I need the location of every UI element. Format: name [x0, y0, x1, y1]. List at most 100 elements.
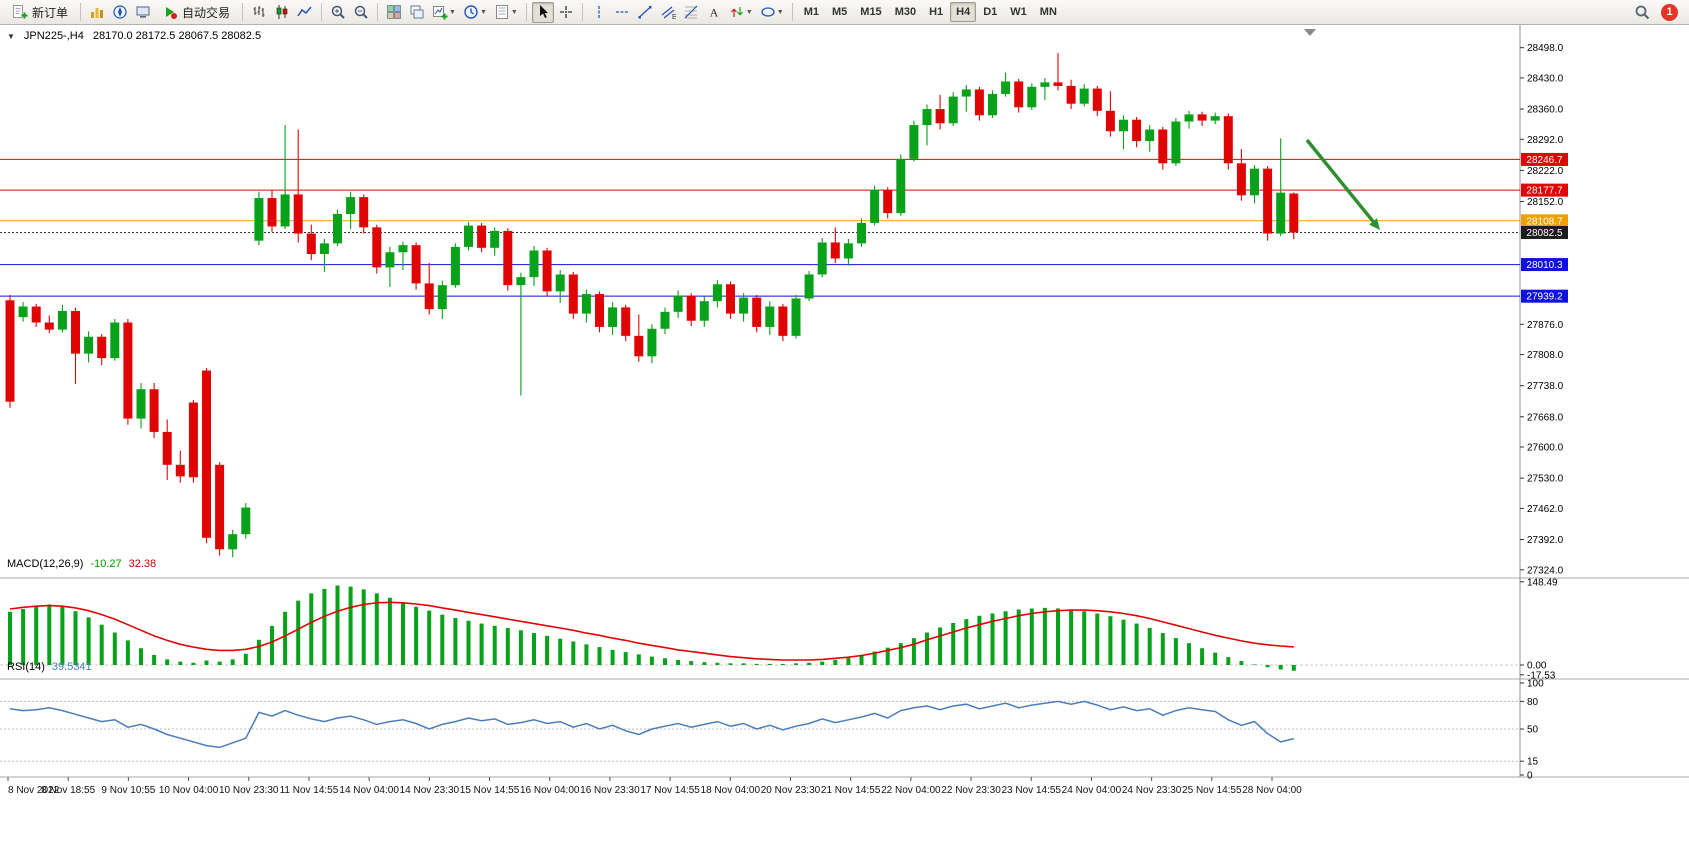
timeframe-button-m15[interactable]: M15: [860, 6, 882, 18]
rsi-label: RSI(14) 39.5341: [7, 661, 92, 673]
svg-text:E: E: [672, 14, 676, 20]
svg-text:27668.0: 27668.0: [1527, 412, 1564, 423]
macd-name: MACD(12,26,9): [7, 558, 84, 570]
svg-text:28152.0: 28152.0: [1527, 197, 1564, 208]
cascade-windows-icon: [410, 5, 424, 19]
cascade-windows-button[interactable]: [406, 2, 428, 23]
symbol-period-label: JPN225-,H4: [23, 30, 84, 42]
new-order-icon: [13, 5, 28, 19]
svg-text:16 Nov 04:00: 16 Nov 04:00: [520, 785, 580, 796]
equidistant-channel-button[interactable]: E: [657, 2, 679, 23]
svg-text:27324.0: 27324.0: [1527, 565, 1564, 576]
equidistant-channel-icon: E: [661, 6, 676, 20]
new-order-button[interactable]: 新订单: [5, 2, 75, 23]
arrows-button[interactable]: ▼: [726, 2, 756, 23]
timeframe-group: M1 M5 M15 M30 H1 H4 D1 W1 MN: [798, 2, 1063, 22]
timeframe-button-mn[interactable]: MN: [1039, 6, 1057, 18]
collapse-triangle-icon[interactable]: ▼: [7, 31, 15, 41]
fibonacci-button[interactable]: [680, 2, 702, 23]
svg-text:25 Nov 14:55: 25 Nov 14:55: [1182, 785, 1242, 796]
market-watch-button[interactable]: [86, 2, 108, 23]
svg-text:28 Nov 04:00: 28 Nov 04:00: [1242, 785, 1302, 796]
svg-text:23 Nov 14:55: 23 Nov 14:55: [1001, 785, 1061, 796]
svg-text:15: 15: [1527, 757, 1539, 768]
chevron-down-icon: ▼: [479, 8, 487, 16]
market-watch-icon: [91, 8, 104, 18]
zoom-out-button[interactable]: [350, 2, 372, 23]
vertical-line-button[interactable]: [588, 2, 610, 23]
zoom-in-icon: [331, 5, 345, 19]
cursor-button[interactable]: [531, 1, 554, 23]
notification-badge[interactable]: 1: [1661, 3, 1678, 21]
line-chart-button[interactable]: [294, 2, 316, 23]
timeframe-button-m5[interactable]: M5: [832, 6, 848, 18]
separator: [791, 3, 793, 21]
svg-text:28246.7: 28246.7: [1526, 155, 1563, 166]
timeframe-button-m1[interactable]: M1: [803, 6, 819, 18]
chart-window: 28246.7 28177.7 28108.7 28082.5 28010.3 27939…: [0, 25, 1689, 861]
terminal-button[interactable]: [132, 2, 154, 23]
autotrading-label: 自动交易: [182, 5, 231, 20]
periods-button[interactable]: ▼: [460, 2, 490, 23]
bar-chart-button[interactable]: [248, 2, 270, 23]
horizontal-line-button[interactable]: [611, 2, 633, 23]
zoom-in-button[interactable]: [327, 2, 349, 23]
timeframe-button-w1[interactable]: W1: [1010, 6, 1027, 18]
terminal-icon: [136, 6, 150, 18]
autotrading-button[interactable]: 自动交易: [155, 2, 237, 23]
rsi-name: RSI(14): [7, 661, 45, 673]
chevron-down-icon: ▼: [510, 8, 518, 16]
search-icon: [1635, 5, 1650, 19]
separator: [80, 3, 82, 21]
svg-text:20 Nov 23:30: 20 Nov 23:30: [761, 785, 821, 796]
svg-text:17 Nov 14:55: 17 Nov 14:55: [640, 785, 700, 796]
tile-windows-button[interactable]: [383, 2, 405, 23]
new-chart-button[interactable]: ▼: [429, 2, 459, 23]
navigator-button[interactable]: [109, 2, 131, 23]
svg-text:148.49: 148.49: [1527, 577, 1558, 588]
svg-text:28430.0: 28430.0: [1527, 73, 1564, 84]
svg-text:8 Nov 2022: 8 Nov 2022: [8, 785, 60, 796]
svg-text:27876.0: 27876.0: [1527, 320, 1564, 331]
svg-text:A: A: [710, 6, 719, 20]
toolbar: 新订单 自动交易: [0, 0, 1689, 25]
svg-text:28360.0: 28360.0: [1527, 105, 1564, 116]
crosshair-icon: [559, 6, 572, 18]
template-icon: [495, 5, 508, 19]
svg-text:100: 100: [1527, 679, 1544, 690]
trendline-button[interactable]: [634, 2, 656, 23]
crosshair-button[interactable]: [555, 2, 577, 23]
macd-signal-value: 32.38: [128, 558, 157, 570]
svg-text:10 Nov 04:00: 10 Nov 04:00: [159, 785, 219, 796]
timeframe-button-d1[interactable]: D1: [983, 6, 998, 18]
ohlc-values: 28170.0 28172.5 28067.5 28082.5: [92, 30, 262, 42]
svg-text:-17.53: -17.53: [1527, 670, 1556, 681]
svg-text:9 Nov 10:55: 9 Nov 10:55: [101, 785, 155, 796]
trendline-icon: [638, 6, 652, 19]
svg-text:28498.0: 28498.0: [1527, 43, 1564, 54]
svg-text:80: 80: [1527, 697, 1539, 708]
templates-button[interactable]: ▼: [491, 2, 521, 23]
timeframe-button-m30[interactable]: M30: [894, 6, 917, 18]
chevron-down-icon: ▼: [776, 8, 784, 16]
shapes-icon: [761, 7, 775, 17]
text-button[interactable]: A: [703, 2, 725, 23]
shapes-button[interactable]: ▼: [757, 2, 787, 23]
candlestick-chart-button[interactable]: [271, 2, 293, 23]
separator: [321, 3, 323, 21]
svg-text:28177.7: 28177.7: [1526, 186, 1563, 197]
bar-chart-icon: [253, 6, 265, 17]
svg-text:22 Nov 23:30: 22 Nov 23:30: [941, 785, 1001, 796]
svg-text:27939.2: 27939.2: [1526, 292, 1563, 303]
timeframe-button-h4[interactable]: H4: [950, 2, 977, 22]
svg-text:24 Nov 04:00: 24 Nov 04:00: [1062, 785, 1122, 796]
timeframe-button-h1[interactable]: H1: [929, 6, 944, 18]
svg-text:28010.3: 28010.3: [1526, 260, 1563, 271]
separator: [581, 3, 583, 21]
svg-text:28222.0: 28222.0: [1527, 166, 1564, 177]
autotrading-icon: [166, 7, 178, 19]
vertical-line-icon: [598, 6, 600, 18]
trend-arrow-annotation: [1305, 138, 1375, 223]
search-button[interactable]: [1631, 2, 1654, 23]
